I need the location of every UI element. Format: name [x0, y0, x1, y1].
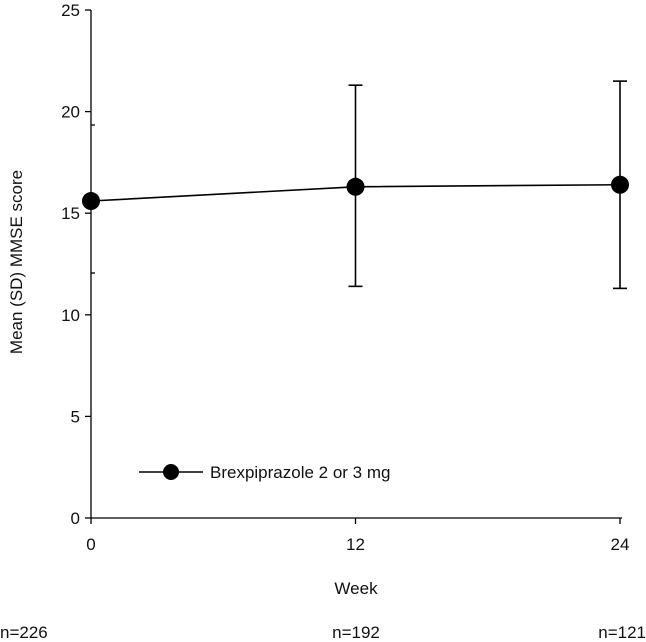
x-tick-label: 0 [86, 535, 95, 554]
x-axis-title: Week [334, 579, 378, 598]
n-label: n=226 [0, 623, 48, 642]
y-axis-title: Mean (SD) MMSE score [7, 170, 26, 354]
n-label: n=121 [598, 623, 646, 642]
data-point [346, 177, 365, 196]
n-label: n=192 [332, 623, 380, 642]
x-tick-label: 24 [611, 535, 630, 554]
legend: Brexpiprazole 2 or 3 mg [139, 463, 390, 482]
y-tick-label: 10 [61, 306, 80, 325]
data-point [82, 192, 100, 211]
y-tick-label: 15 [61, 204, 80, 223]
y-tick-label: 25 [61, 1, 80, 20]
y-tick-label: 20 [61, 103, 80, 122]
legend-marker-swatch [163, 464, 179, 480]
y-tick-label: 5 [71, 407, 80, 426]
data-point [611, 175, 629, 194]
x-tick-label: 12 [346, 535, 365, 554]
y-tick-label: 0 [71, 509, 80, 528]
legend-label: Brexpiprazole 2 or 3 mg [210, 463, 390, 482]
